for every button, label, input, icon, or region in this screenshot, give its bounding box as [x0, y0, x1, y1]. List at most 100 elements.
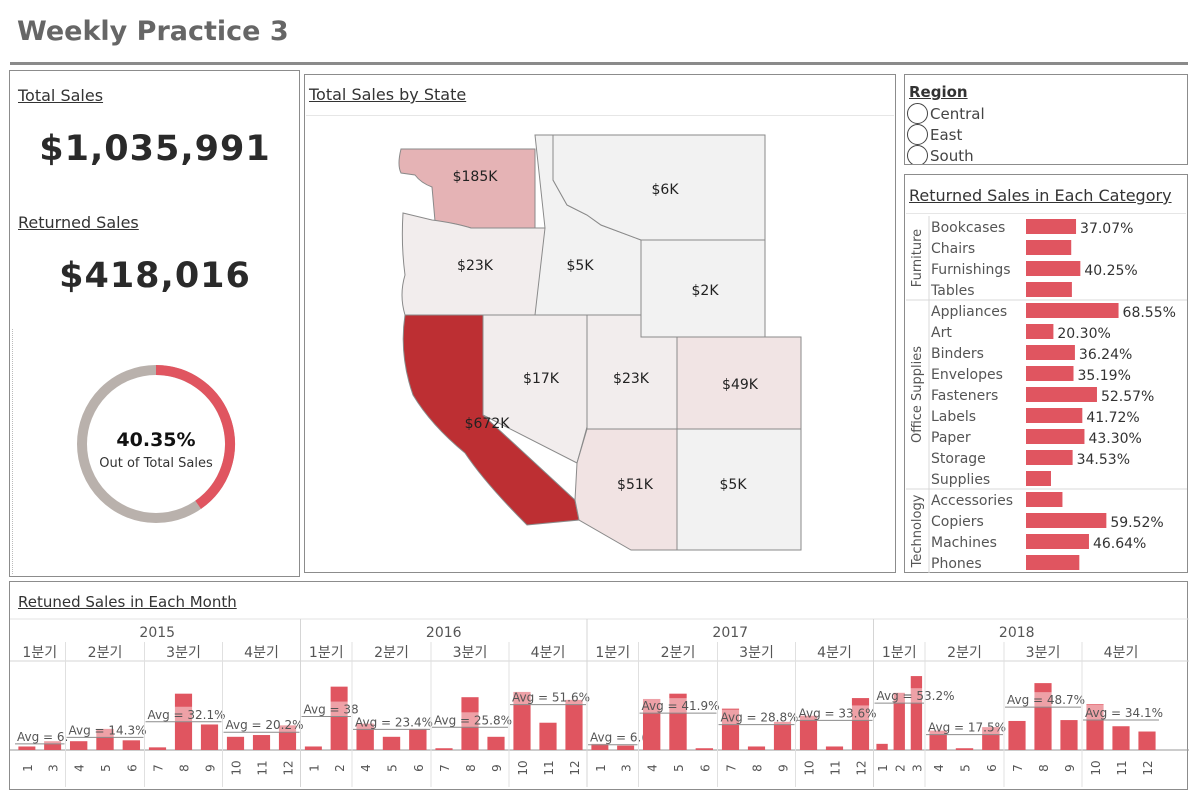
month-label: 10 [230, 760, 244, 775]
category-name: Machines [931, 535, 997, 551]
month-bar[interactable] [513, 691, 531, 750]
month-label: 7 [1011, 764, 1025, 772]
month-label: 4 [932, 764, 946, 772]
radio-circle[interactable] [907, 145, 928, 164]
month-bar[interactable] [591, 743, 609, 750]
state-new-mexico[interactable] [676, 428, 802, 551]
month-bar[interactable] [148, 747, 167, 750]
month-label: 1 [876, 764, 890, 772]
month-label: 10 [803, 760, 817, 775]
year-label: 2015 [139, 625, 175, 641]
category-bar[interactable] [1026, 366, 1074, 381]
avg-band [926, 719, 1003, 735]
state-california[interactable] [402, 314, 580, 526]
month-bar[interactable] [200, 724, 219, 750]
category-bar[interactable] [1026, 282, 1072, 297]
category-bar[interactable] [1026, 345, 1075, 360]
category-name: Furnishings [931, 262, 1011, 278]
category-bar[interactable] [1026, 324, 1054, 339]
month-bar[interactable] [929, 730, 947, 750]
returned-ratio-donut: 40.35% Out of Total Sales [77, 365, 235, 523]
avg-band [588, 729, 638, 745]
kpi-panel: Total Sales $1,035,991 Returned Sales $4… [9, 70, 300, 577]
region-option-south[interactable]: South [907, 145, 974, 164]
category-name: Tables [930, 283, 975, 299]
state-oregon[interactable] [401, 212, 546, 316]
map-title-rule [306, 115, 894, 116]
month-bar[interactable] [1008, 720, 1026, 750]
radio-circle[interactable] [907, 124, 928, 145]
month-bar[interactable] [435, 748, 453, 750]
map-label-nevada: $17K [523, 371, 560, 387]
month-bar[interactable] [669, 693, 687, 750]
monthly-bar-chart: 2015 1분기 1 3 Avg = 6. 2분기 4 5 6 Avg = 14.3% 3분기 7 8 9… [10, 618, 1189, 787]
month-bar[interactable] [982, 727, 1000, 750]
category-bar[interactable] [1026, 261, 1081, 276]
month-bar[interactable] [18, 746, 36, 750]
radio-circle[interactable] [907, 103, 928, 124]
category-bar[interactable] [1026, 450, 1073, 465]
month-bar[interactable] [539, 722, 557, 750]
month-label: 3 [910, 764, 924, 772]
quarter-label: 4분기 [244, 645, 279, 661]
month-bar[interactable] [721, 708, 740, 750]
month-bar[interactable] [617, 745, 635, 750]
category-bar[interactable] [1026, 303, 1119, 318]
month-bar[interactable] [96, 728, 114, 750]
month-bar[interactable] [461, 697, 479, 750]
category-bar[interactable] [1026, 555, 1080, 570]
month-bar[interactable] [330, 686, 348, 750]
month-bar[interactable] [278, 725, 297, 750]
month-bar[interactable] [1034, 683, 1052, 750]
month-bar[interactable] [695, 748, 714, 750]
month-bar[interactable] [747, 746, 766, 750]
month-bar[interactable] [565, 699, 583, 750]
month-bar[interactable] [893, 692, 905, 750]
month-bar[interactable] [252, 735, 271, 750]
month-bar[interactable] [1112, 726, 1130, 750]
month-bar[interactable] [304, 746, 322, 750]
quarter-label: 3분기 [453, 645, 488, 661]
state-montana[interactable] [552, 134, 766, 241]
region-option-east[interactable]: East [907, 124, 962, 145]
category-name: Paper [931, 430, 971, 446]
avg-label: Avg = 6.( [590, 731, 646, 745]
month-bar[interactable] [851, 698, 870, 750]
month-bar[interactable] [356, 723, 374, 750]
category-bar[interactable] [1026, 408, 1083, 423]
category-bar[interactable] [1026, 240, 1072, 255]
avg-label: Avg = 34.1% [1085, 706, 1163, 720]
month-bar[interactable] [44, 741, 62, 750]
month-label: 12 [855, 760, 869, 775]
category-bar[interactable] [1026, 471, 1051, 486]
month-label: 10 [1089, 760, 1103, 775]
category-bar[interactable] [1026, 534, 1089, 549]
year-label: 2017 [712, 625, 748, 641]
month-bar[interactable] [825, 746, 844, 750]
month-bar[interactable] [799, 715, 818, 750]
month-bar[interactable] [955, 748, 974, 750]
month-bar[interactable] [1086, 704, 1104, 750]
month-bar[interactable] [69, 741, 88, 750]
category-bar[interactable] [1026, 429, 1085, 444]
category-bar[interactable] [1026, 513, 1107, 528]
month-bar[interactable] [487, 736, 505, 750]
month-bar[interactable] [122, 740, 141, 750]
month-bar[interactable] [1060, 720, 1078, 750]
month-bar[interactable] [876, 743, 888, 750]
month-bar[interactable] [226, 736, 245, 750]
month-bar[interactable] [642, 698, 661, 750]
category-bar[interactable] [1026, 492, 1063, 507]
month-bar[interactable] [1138, 731, 1156, 750]
avg-band [1005, 692, 1081, 708]
category-bar[interactable] [1026, 219, 1077, 234]
month-bar[interactable] [382, 736, 401, 750]
category-bar[interactable] [1026, 387, 1097, 402]
month-label: 6 [125, 764, 139, 772]
month-bar[interactable] [910, 676, 923, 750]
month-bar[interactable] [773, 721, 792, 750]
month-bar[interactable] [409, 728, 427, 750]
region-option-central[interactable]: Central [907, 103, 985, 124]
month-label: 4 [73, 764, 87, 772]
state-washington[interactable] [398, 148, 536, 229]
